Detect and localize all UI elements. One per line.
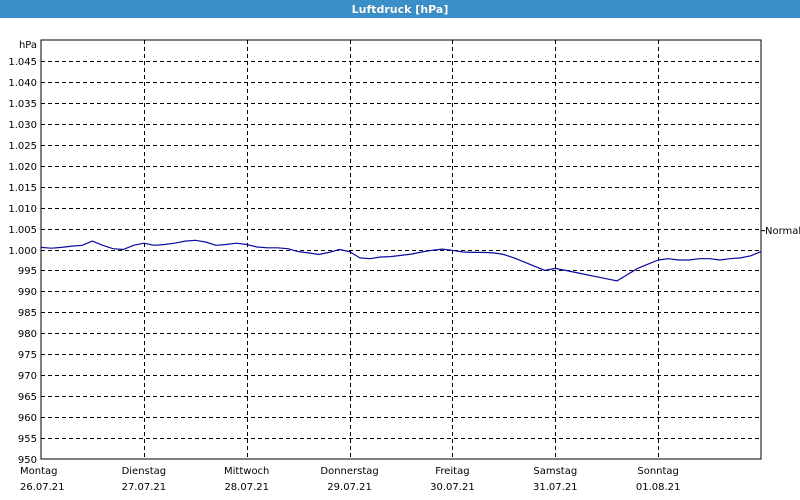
reference-label: Normal [765, 226, 800, 237]
day-label-weekday: Mittwoch [224, 466, 269, 477]
day-label-date: 01.08.21 [636, 482, 681, 493]
y-tick-label: 965 [18, 392, 37, 403]
x-axis-ticks: Montag 26.07.21 Dienstag 27.07.21 Mittwoch 28… [20, 466, 680, 493]
reference-layer: Normal [761, 226, 800, 237]
y-tick-label: 1.010 [8, 204, 37, 215]
y-tick-label: 1.015 [8, 183, 37, 194]
y-tick-label: 1.020 [8, 162, 37, 173]
y-tick-label: 1.035 [8, 99, 37, 110]
y-axis-ticks: 950 955 960 965 970 975 980 985 990 995 1.000 1.005… [8, 40, 37, 466]
day-label-date: 29.07.21 [327, 482, 372, 493]
day-label-date: 30.07.21 [430, 482, 475, 493]
day-label-date: 26.07.21 [20, 482, 65, 493]
day-label-weekday: Sonntag [637, 466, 679, 477]
plot-area [40, 39, 762, 460]
y-tick-label: 975 [18, 350, 37, 361]
y-tick-label: 1.005 [8, 225, 37, 236]
plot-frame [40, 39, 762, 460]
line-chart: 950 955 960 965 970 975 980 985 990 995 1.000 1.005… [8, 39, 800, 493]
grid-lines [41, 40, 761, 459]
chart-title-bar: Luftdruck [hPa] [0, 0, 800, 18]
day-label-date: 28.07.21 [224, 482, 269, 493]
day-label-weekday: Montag [20, 466, 57, 477]
y-tick-label: 960 [18, 413, 37, 424]
y-tick-label: 1.045 [8, 57, 37, 68]
day-label-date: 31.07.21 [533, 482, 578, 493]
y-tick-label: 1.030 [8, 120, 37, 131]
day-label-weekday: Dienstag [122, 466, 167, 477]
series-layer [40, 239, 762, 282]
y-tick-label: 950 [18, 455, 37, 466]
y-tick-label: 985 [18, 308, 37, 319]
y-tick-label: 970 [18, 371, 37, 382]
y-tick-label: 995 [18, 266, 37, 277]
y-tick-label: 1.000 [8, 246, 37, 257]
y-tick-label: 980 [18, 329, 37, 340]
day-label-date: 27.07.21 [122, 482, 167, 493]
y-tick-label: 955 [18, 434, 37, 445]
y-tick-label: 990 [18, 287, 37, 298]
day-label-weekday: Freitag [435, 466, 469, 477]
y-axis-unit-label: hPa [19, 40, 37, 51]
y-tick-label: 1.040 [8, 78, 37, 89]
y-tick-label: 1.025 [8, 141, 37, 152]
pressure-series-line [40, 239, 762, 282]
day-label-weekday: Donnerstag [320, 466, 378, 477]
day-label-weekday: Samstag [533, 466, 577, 477]
chart-title: Luftdruck [hPa] [351, 2, 449, 16]
